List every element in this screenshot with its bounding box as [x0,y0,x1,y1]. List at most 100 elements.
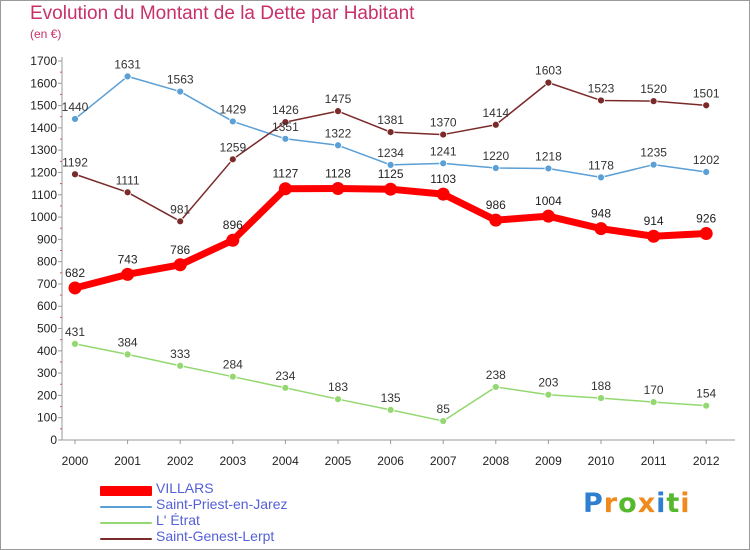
data-label: 284 [223,358,243,372]
data-label: 1127 [272,167,298,181]
data-label: 1125 [378,167,404,181]
data-point [649,97,658,106]
data-point [71,170,79,179]
data-label: 1351 [272,120,299,134]
data-label: 85 [437,402,451,416]
data-label: 914 [644,214,664,228]
data-label: 333 [170,347,190,361]
x-tick-label: 2008 [482,454,509,468]
y-tick-label: 100 [37,411,57,425]
data-label: 1603 [535,64,562,78]
data-point [597,173,605,182]
data-label: 1501 [693,86,720,100]
y-tick-label: 500 [37,322,57,336]
logo-letter: i [656,488,667,519]
data-label: 1429 [219,102,246,116]
proxiti-logo: Proxiti [583,488,691,519]
data-label: 1414 [482,106,509,120]
data-label: 1178 [588,158,614,172]
data-point [384,182,398,196]
data-point [439,130,448,139]
data-label: 1128 [325,167,351,181]
data-point [176,87,185,96]
data-label: 926 [696,212,716,226]
data-point [647,229,661,243]
data-label: 1004 [535,194,562,208]
data-label: 1111 [116,173,140,187]
x-tick-label: 2005 [325,454,352,468]
data-label: 203 [538,376,558,390]
legend-item: VILLARS [100,480,460,499]
data-label: 1235 [640,146,667,160]
data-point [176,361,185,370]
data-point [702,401,711,410]
logo-letter: o [618,488,638,519]
data-label: 1218 [535,149,562,163]
data-point [386,406,395,414]
data-point [334,107,342,116]
data-label: 682 [65,266,85,280]
x-tick-label: 2001 [114,454,141,468]
data-label: 1103 [430,172,456,186]
data-point [331,182,345,196]
data-point [278,182,292,196]
data-label: 743 [118,252,138,266]
x-tick-label: 2006 [377,454,404,468]
y-tick-label: 900 [37,232,57,246]
data-label: 183 [328,380,348,394]
data-point [386,160,395,169]
data-point [439,417,448,425]
chart-title: Evolution du Montant de la Dette par Hab… [30,3,415,24]
data-point [699,227,713,241]
data-label: 170 [644,383,664,397]
y-tick-label: 300 [37,366,57,380]
y-tick-label: 1600 [30,76,57,90]
y-tick-label: 0 [50,433,57,447]
data-label: 1241 [430,144,457,158]
data-label: 384 [118,335,138,349]
logo-letter: x [637,488,657,519]
x-tick-label: 2004 [272,454,299,468]
data-label: 1259 [219,140,246,154]
legend-swatch [100,522,152,524]
unit-label: (en €) [30,27,62,41]
y-tick-label: 600 [37,299,57,313]
data-point [491,120,500,129]
x-tick-label: 2009 [535,454,562,468]
x-tick-label: 2012 [693,454,720,468]
x-tick-label: 2000 [62,454,89,468]
data-label: 1322 [325,126,352,140]
logo-letter: r [603,488,619,519]
x-tick-label: 2011 [641,454,667,468]
data-point [228,372,237,381]
data-point [281,383,290,392]
data-point [597,96,605,105]
legend-item: L' Étrat [100,512,460,531]
logo-letter: i [680,488,691,519]
data-label: 981 [170,202,190,216]
data-point [386,128,395,137]
data-label: 1220 [482,149,509,163]
y-tick-label: 1200 [30,165,57,179]
data-point [649,398,658,407]
legend-swatch [100,538,152,540]
data-label: 1234 [377,146,404,160]
x-tick-label: 2003 [219,454,246,468]
x-tick-label: 2007 [430,454,457,468]
data-point [173,258,187,272]
data-label: 154 [696,387,716,401]
legend: VILLARS Saint-Priest-en-Jarez L' Étrat Sain… [100,480,460,547]
data-point [439,159,448,168]
data-label: 238 [486,368,506,382]
legend-label: Saint-Priest-en-Jarez [156,496,288,512]
logo-letter: t [666,488,681,519]
data-label: 234 [275,369,295,383]
data-point [594,222,608,236]
data-label: 986 [486,198,506,212]
x-tick-label: 2010 [588,454,615,468]
data-label: 1192 [62,155,88,169]
data-point [123,350,132,359]
data-point [123,72,132,81]
data-label: 1631 [114,57,141,71]
data-point [436,187,450,201]
